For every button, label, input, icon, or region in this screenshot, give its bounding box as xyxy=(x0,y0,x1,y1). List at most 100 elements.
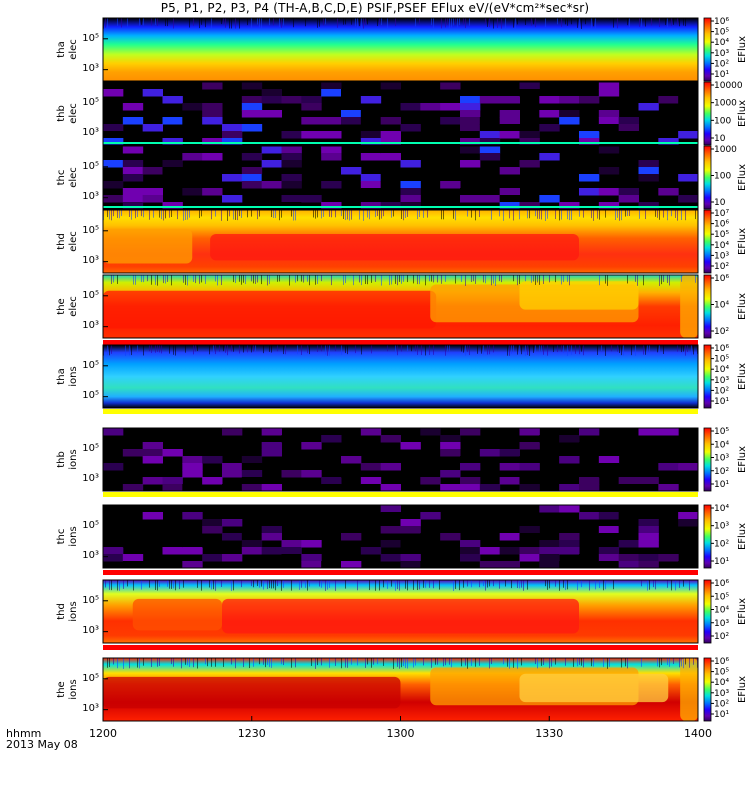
spectrogram-striation xyxy=(253,580,254,588)
spectrogram-striation xyxy=(415,18,416,27)
spectrogram-cell xyxy=(618,526,639,534)
spectrogram-striation xyxy=(419,275,420,285)
spectrogram-cell xyxy=(122,146,144,154)
spectrogram-cell xyxy=(638,103,659,111)
spectrogram-striation xyxy=(627,275,628,284)
spectrogram-striation xyxy=(111,210,112,221)
spectrogram-cell xyxy=(618,131,639,139)
spectrogram-striation xyxy=(423,210,424,218)
colorbar xyxy=(703,657,712,722)
spectrogram-striation xyxy=(627,658,628,669)
spectrogram-striation xyxy=(429,345,430,355)
spectrogram-striation xyxy=(215,580,216,591)
spectrogram-striation xyxy=(269,18,270,26)
spectrogram-striation xyxy=(627,18,628,26)
spectrogram-striation xyxy=(221,580,222,587)
spectrogram-cell xyxy=(182,512,203,520)
spectrogram-striation xyxy=(685,18,686,27)
spectrogram-striation xyxy=(151,658,152,667)
spectrogram-cell xyxy=(519,89,540,97)
spectrogram-striation xyxy=(309,275,310,286)
spectrogram-striation xyxy=(483,580,484,587)
spectrogram-cell xyxy=(460,146,481,154)
spectrogram-striation xyxy=(331,210,332,218)
spectrogram-striation xyxy=(557,345,558,353)
spectrogram-cell xyxy=(301,554,322,562)
spectrogram-striation xyxy=(441,275,442,284)
spectrogram-cell xyxy=(638,428,659,436)
spectrogram-striation xyxy=(479,580,480,588)
spectrogram-striation xyxy=(683,18,684,26)
colorbar-tick-label: 10⁶ xyxy=(714,274,729,284)
spectrogram-striation xyxy=(225,18,226,28)
spectrogram-cell xyxy=(499,124,520,132)
spectrogram-striation xyxy=(365,18,366,26)
spectrogram-striation xyxy=(593,210,594,221)
spectrogram-striation xyxy=(325,18,326,25)
x-axis-unit-label: hhmm xyxy=(6,727,41,740)
spectrogram-striation xyxy=(157,275,158,286)
spectrogram-striation xyxy=(565,658,566,666)
spectrogram-striation xyxy=(117,18,118,26)
spectrogram-striation xyxy=(683,580,684,587)
spectrogram-striation xyxy=(359,275,360,283)
spectrogram-striation xyxy=(173,580,174,589)
spectrogram-striation xyxy=(213,345,214,353)
spectrogram-cell xyxy=(460,103,481,111)
spectrogram-striation xyxy=(679,18,680,27)
spectrogram-cell xyxy=(241,82,263,90)
panel-frame xyxy=(102,344,699,409)
spectrogram-cell xyxy=(460,477,481,485)
spectrogram-striation xyxy=(627,210,628,217)
panel-label-probe: tha xyxy=(56,368,67,384)
spectrogram-striation xyxy=(695,210,696,220)
spectrogram-striation xyxy=(555,580,556,587)
spectrogram-cell xyxy=(281,202,302,210)
spectrogram-cell xyxy=(579,174,600,182)
spectrogram-striation xyxy=(283,658,284,666)
spectrogram-striation xyxy=(211,18,212,29)
spectrogram-striation xyxy=(447,345,448,352)
spectrogram-striation xyxy=(127,580,128,587)
spectrogram-striation xyxy=(673,18,674,25)
spectrogram-striation xyxy=(491,210,492,220)
spectrogram-striation xyxy=(157,18,158,26)
spectrogram-striation xyxy=(445,275,446,282)
spectrogram-striation xyxy=(567,18,568,26)
spectrogram-striation xyxy=(125,345,126,356)
spectrogram-striation xyxy=(373,658,374,665)
spectrogram-cell xyxy=(579,554,600,562)
spectrogram-cell xyxy=(460,124,481,132)
spectrogram-striation xyxy=(399,658,400,669)
spectrogram-striation xyxy=(155,18,156,25)
spectrogram-striation xyxy=(487,345,488,355)
spectrogram-cell xyxy=(460,519,481,527)
spectrogram-striation xyxy=(371,658,372,668)
x-tick-label: 1400 xyxy=(684,727,712,740)
spectrogram-striation xyxy=(245,275,246,285)
spectrogram-striation xyxy=(643,345,644,355)
spectrogram-striation xyxy=(651,18,652,26)
colorbar-tick-label: 10 xyxy=(714,198,726,208)
spectrogram-striation xyxy=(589,580,590,591)
spectrogram-striation xyxy=(271,345,272,353)
spectrogram-cell xyxy=(360,477,382,485)
quality-flag-bar xyxy=(103,645,698,650)
panel-label-probe: thb xyxy=(56,105,67,122)
spectrogram-cell xyxy=(281,547,302,555)
spectrogram-cell xyxy=(202,117,223,125)
panel-thd-ions: 10⁵ 10³ thd ions 10⁶ 10⁵ 10⁴ 10³ 10² EFlux xyxy=(56,579,748,650)
y-tick-label: 10³ xyxy=(82,63,99,74)
spectrogram-striation xyxy=(239,345,240,354)
panel-label-species: elec xyxy=(68,296,79,317)
spectrogram-striation xyxy=(391,580,392,587)
spectrogram-striation xyxy=(415,345,416,352)
spectrogram-striation xyxy=(121,210,122,217)
spectrogram-striation xyxy=(133,275,134,285)
colorbar-tick-label: 10⁵ xyxy=(714,668,729,678)
spectrogram-cell xyxy=(499,110,520,118)
spectrogram-cell xyxy=(598,540,620,548)
spectrogram-striation xyxy=(401,210,402,219)
spectrogram-striation xyxy=(549,275,550,283)
